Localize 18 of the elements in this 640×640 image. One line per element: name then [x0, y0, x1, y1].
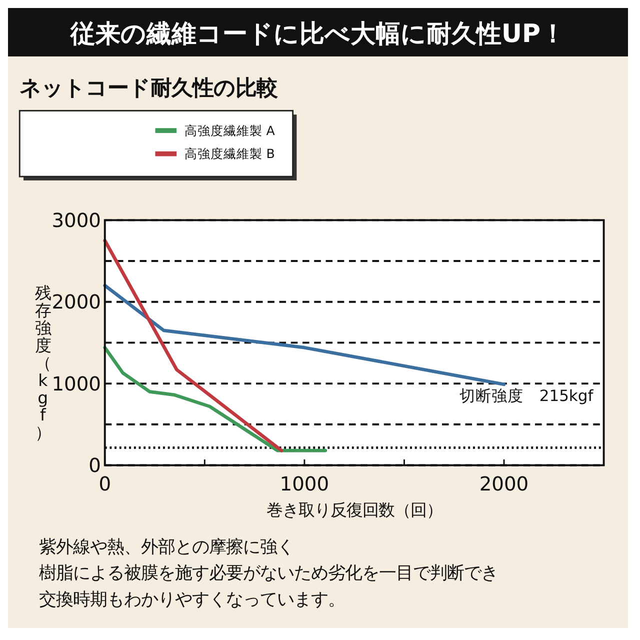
x-axis-title: 巻き取り反復回数（回） [266, 500, 442, 520]
text: 樹脂による被膜を施す必要がないため劣化を一目で判断でき [39, 564, 498, 584]
text: 紫外線や熱、外部との摩擦に強く [39, 537, 294, 558]
y-tick-label: 2000 [52, 290, 101, 314]
chart-title: 従来の繊維コードに比べ大幅に耐久性UP！ [70, 18, 566, 48]
legend-label: 高強度繊維製 B [184, 146, 275, 162]
y-tick-label: 1000 [52, 372, 101, 396]
y-tick-label: 0 [88, 454, 101, 478]
ref-line-label: 切断強度 215kgf [459, 387, 594, 406]
x-tick-label: 2000 [479, 472, 529, 496]
text: 残存強度（kgf） [34, 284, 51, 442]
line-series [103, 284, 506, 386]
x-tick-label: 1000 [280, 472, 330, 496]
legend-label: 高強度繊維製 A [184, 122, 276, 138]
y-tick-label: 3000 [52, 208, 101, 232]
line-series [103, 346, 328, 452]
text: 交換時期もわかりやすくなっています。 [39, 590, 345, 610]
chart-subtitle: ネットコード耐久性の比較 [20, 76, 279, 102]
